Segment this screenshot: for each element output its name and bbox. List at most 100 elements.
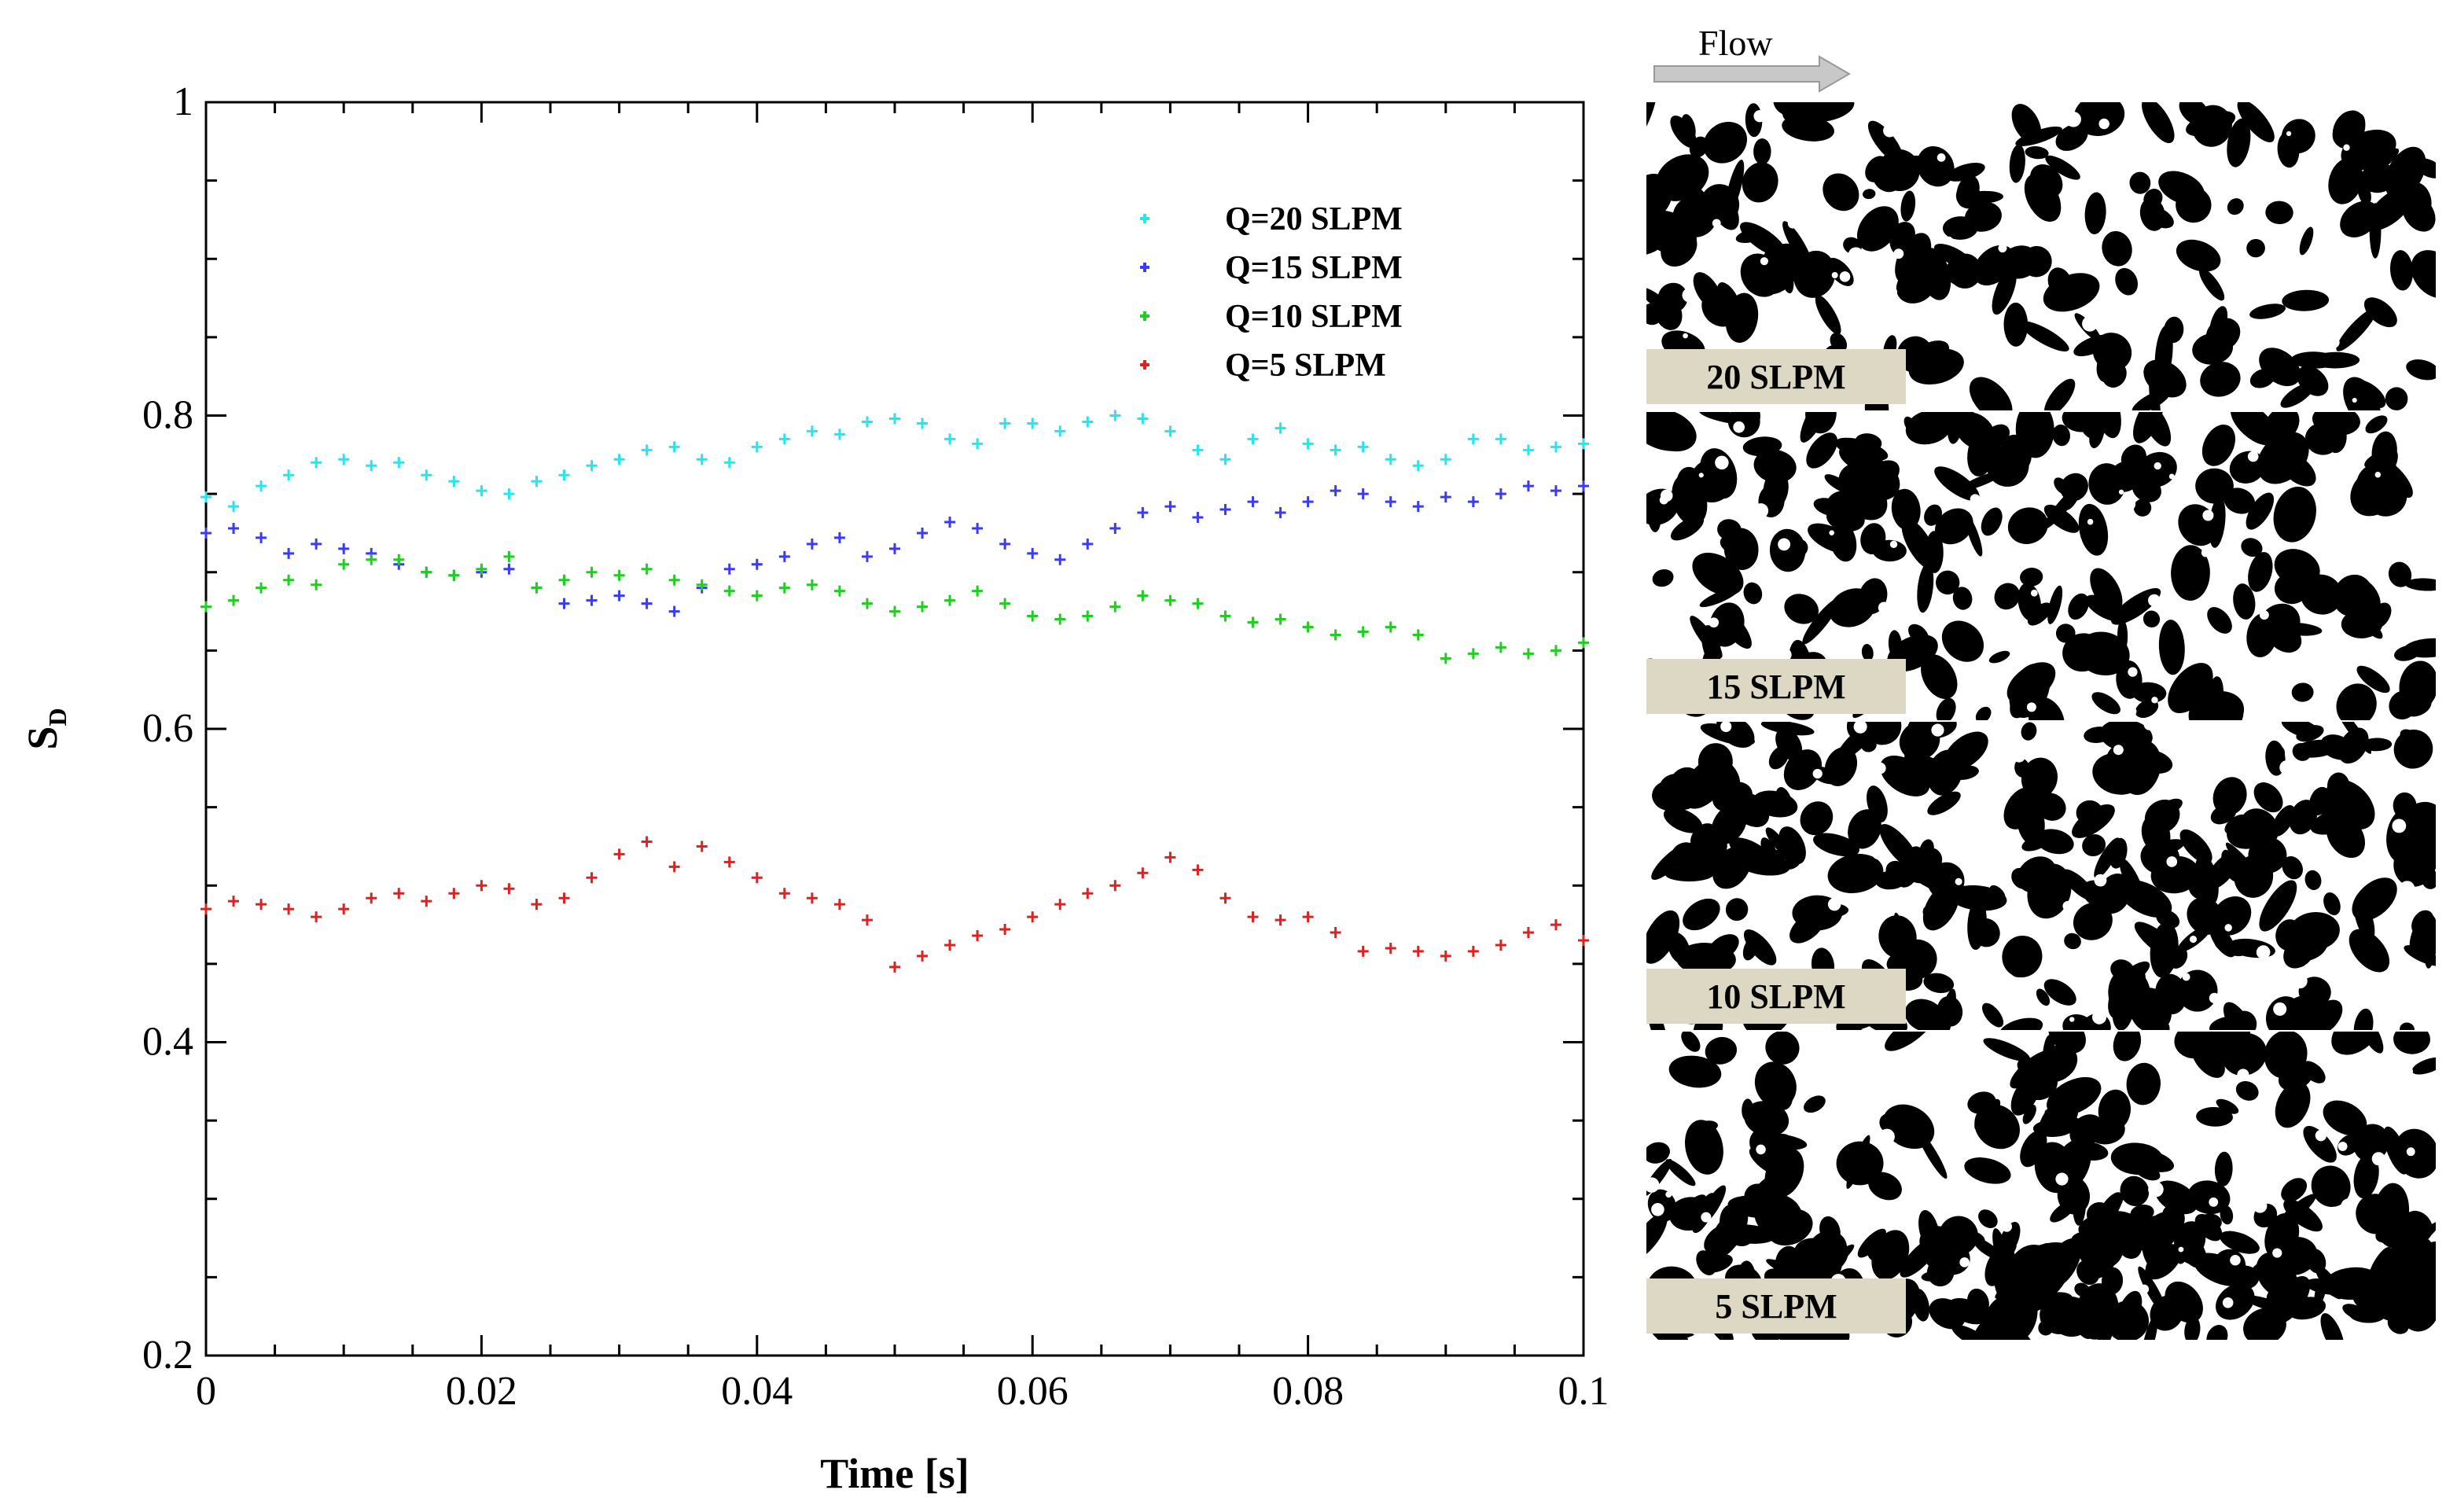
- dark-patch: [2084, 192, 2106, 234]
- dark-patch: [1923, 416, 1944, 436]
- bubble: [1698, 473, 1704, 478]
- dark-patch: [1672, 196, 1717, 237]
- dark-patch: [1900, 1237, 1940, 1278]
- data-point: [503, 883, 515, 895]
- dark-patch: [1986, 445, 2029, 487]
- bubble: [2414, 784, 2424, 794]
- data-point: [1219, 504, 1231, 516]
- dark-patch: [1973, 245, 2015, 286]
- dark-patch: [1742, 436, 1782, 457]
- bubble: [1883, 123, 1896, 138]
- bubble: [2202, 510, 2214, 521]
- data-point: [833, 532, 845, 543]
- dark-patch: [2365, 415, 2388, 434]
- bubble: [2026, 702, 2036, 712]
- dark-patch: [1773, 102, 1800, 116]
- dark-patch: [1846, 1135, 1870, 1190]
- data-point: [1192, 444, 1204, 456]
- data-point: [1109, 601, 1121, 613]
- dark-patch: [2216, 1098, 2239, 1114]
- dark-patch: [2003, 787, 2040, 830]
- dark-patch: [1701, 1253, 1733, 1273]
- dark-patch: [2333, 574, 2373, 616]
- bubble: [2337, 1142, 2348, 1151]
- dark-patch: [2404, 578, 2436, 591]
- data-point: [889, 961, 900, 973]
- dark-patch: [1646, 491, 1661, 532]
- data-point: [228, 594, 240, 606]
- dark-patch: [2155, 973, 2187, 1015]
- dark-patch: [1888, 630, 1903, 660]
- dark-patch: [2227, 198, 2244, 215]
- dark-patch: [2064, 933, 2081, 950]
- dark-patch: [2297, 366, 2329, 396]
- dark-patch: [2201, 424, 2235, 466]
- bubble: [1878, 601, 1890, 614]
- data-point: [668, 441, 680, 453]
- dark-patch: [2278, 1060, 2315, 1091]
- data-point: [421, 896, 432, 907]
- data-point: [1412, 629, 1424, 641]
- dark-patch: [2200, 362, 2241, 397]
- dark-patch: [2332, 110, 2366, 149]
- data-point: [1495, 488, 1506, 500]
- data-point: [1550, 441, 1561, 453]
- dark-patch: [1919, 839, 1934, 861]
- dark-patch: [1981, 507, 2003, 536]
- bubble: [1778, 648, 1792, 661]
- dark-patch: [2233, 583, 2256, 620]
- data-point: [200, 601, 211, 613]
- bubble: [1831, 272, 1838, 278]
- dark-patch: [2416, 1242, 2436, 1281]
- data-point: [1054, 613, 1066, 625]
- bubble: [2335, 1238, 2348, 1250]
- dark-patch: [2241, 538, 2263, 557]
- data-point: [1274, 422, 1286, 434]
- bubble: [1709, 617, 1720, 628]
- dark-patch: [1965, 515, 1983, 557]
- dark-patch: [2022, 1105, 2036, 1124]
- bubble: [2010, 185, 2025, 200]
- dark-patch: [1655, 154, 1709, 201]
- data-point: [476, 880, 487, 892]
- dark-patch: [1908, 624, 1929, 645]
- data-point: [1522, 480, 1534, 492]
- data-point: [393, 457, 405, 469]
- data-point: [668, 861, 680, 873]
- data-point: [806, 892, 818, 904]
- data-point: [889, 543, 900, 554]
- bubble: [2098, 118, 2109, 130]
- dark-patch: [2141, 1314, 2158, 1340]
- dark-patch: [1936, 570, 1960, 595]
- bubble: [1729, 104, 1736, 111]
- bubble: [2069, 1017, 2075, 1022]
- bubble: [2393, 899, 2407, 912]
- dark-patch: [2143, 206, 2174, 229]
- dark-patch: [1676, 466, 1705, 506]
- dark-patch: [2072, 804, 2115, 838]
- data-point: [1274, 613, 1286, 625]
- y-tick-label: 0.8: [142, 393, 193, 438]
- bubble: [1874, 1075, 1886, 1088]
- dark-patch: [2230, 412, 2278, 446]
- bubble: [1937, 153, 1946, 162]
- data-point: [1302, 621, 1314, 633]
- dark-patch: [2237, 102, 2275, 143]
- data-point: [944, 939, 956, 951]
- dark-patch: [2078, 503, 2109, 556]
- dark-patch: [2073, 902, 2113, 940]
- data-point: [1385, 454, 1396, 465]
- bubble: [1674, 608, 1680, 614]
- bubble: [2224, 924, 2232, 932]
- data-point: [751, 872, 763, 884]
- data-point: [696, 841, 708, 852]
- bubble: [2392, 819, 2407, 833]
- data-point: [200, 903, 211, 915]
- dark-patch: [2314, 927, 2331, 946]
- dark-patch: [2282, 995, 2326, 1026]
- data-point: [476, 563, 487, 575]
- dark-patch: [1924, 504, 1942, 526]
- bubble: [2253, 1198, 2268, 1213]
- bubble: [1683, 333, 1688, 339]
- data-point: [531, 582, 543, 594]
